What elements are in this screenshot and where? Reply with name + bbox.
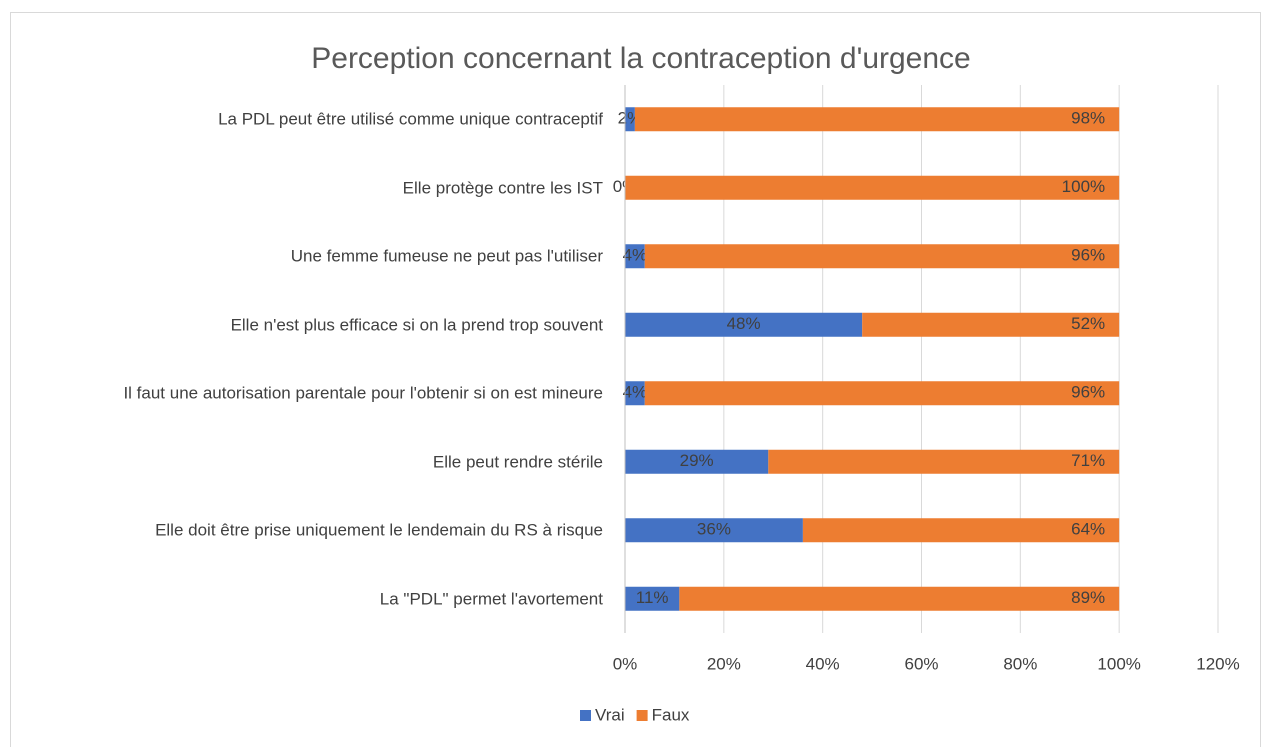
x-tick-label: 0%	[613, 654, 638, 673]
data-label: 52%	[1071, 314, 1105, 333]
data-label: 4%	[623, 383, 648, 402]
data-label: 96%	[1071, 383, 1105, 402]
legend-label: Vrai	[595, 705, 625, 724]
y-tick-label: Elle peut rendre stérile	[432, 452, 603, 472]
data-label: 64%	[1071, 520, 1105, 539]
data-label: 100%	[1062, 177, 1105, 196]
bar-segment	[625, 244, 645, 269]
legend-label: Faux	[652, 705, 690, 724]
bar-segment	[625, 586, 680, 611]
y-tick-label: Elle protège contre les IST	[402, 178, 603, 198]
x-tick-label: 120%	[1196, 654, 1239, 673]
bar-segment	[644, 244, 1120, 269]
data-label: 11%	[636, 588, 669, 607]
bar-segment	[625, 381, 645, 406]
chart-frame	[10, 12, 1261, 747]
data-label: 89%	[1071, 588, 1105, 607]
bar-segment	[679, 586, 1120, 611]
data-label: 4%	[623, 246, 648, 265]
bar-segment	[634, 107, 1120, 132]
y-tick-label: Il faut une autorisation parentale pour …	[123, 383, 603, 403]
bar-segment	[625, 449, 769, 474]
x-tick-label: 60%	[904, 654, 938, 673]
bar-segment	[644, 381, 1120, 406]
x-tick-label: 80%	[1003, 654, 1037, 673]
y-tick-label: La PDL peut être utilisé comme unique co…	[218, 109, 603, 129]
x-tick-label: 40%	[806, 654, 840, 673]
legend-swatch	[580, 710, 591, 721]
bar-segment	[862, 312, 1120, 337]
y-tick-label: Elle n'est plus efficace si on la prend …	[230, 315, 603, 335]
bar-segment	[625, 107, 635, 132]
bar-segment	[625, 175, 1120, 200]
legend-swatch	[636, 710, 648, 721]
data-label: 71%	[1071, 451, 1105, 470]
bar-segment	[625, 518, 803, 543]
data-label: 98%	[1071, 109, 1105, 128]
data-label: 36%	[697, 520, 731, 539]
bar-segment	[625, 312, 863, 337]
bar-segment	[802, 518, 1120, 543]
bar-segment	[768, 449, 1120, 474]
x-tick-label: 20%	[707, 654, 741, 673]
data-label: 96%	[1071, 246, 1105, 265]
x-tick-label: 100%	[1097, 654, 1140, 673]
chart-title: Perception concernant la contraception d…	[311, 42, 971, 75]
y-tick-label: La "PDL" permet l'avortement	[379, 589, 603, 609]
data-label: 29%	[680, 451, 714, 470]
y-tick-label: Une femme fumeuse ne peut pas l'utiliser	[290, 246, 603, 266]
y-tick-label: Elle doit être prise uniquement le lende…	[155, 520, 603, 540]
data-label: 48%	[727, 314, 761, 333]
